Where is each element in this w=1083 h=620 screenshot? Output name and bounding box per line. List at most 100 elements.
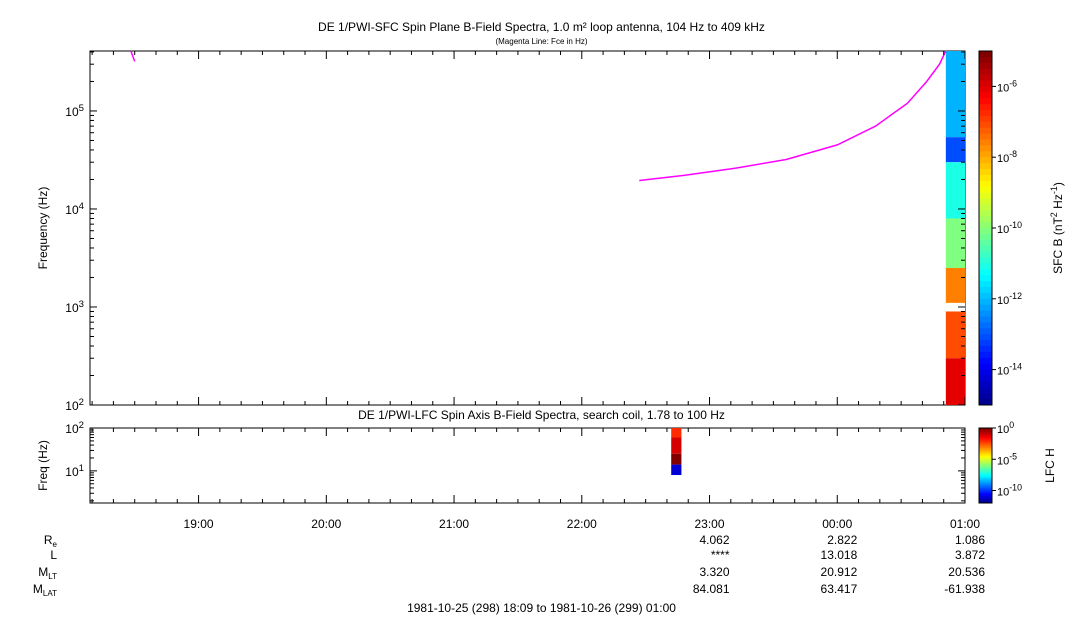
sfc-colorbar-swatch [979, 133, 992, 140]
sfc-colorbar-swatch [979, 381, 992, 388]
lfc-colorbar-swatch [979, 490, 992, 493]
y-axis-label: Frequency (Hz) [36, 187, 50, 270]
sfc-colorbar-swatch [979, 174, 992, 182]
sfc-colorbar-swatch [979, 145, 992, 152]
ephemeris-value: **** [711, 548, 730, 562]
lfc-colorbar-swatch [979, 436, 992, 439]
sfc-colorbar-swatch [979, 62, 992, 70]
ephemeris-value: 1.086 [955, 533, 985, 547]
sfc-colorbar-swatch [979, 228, 992, 235]
top-panel-title: DE 1/PWI-SFC Spin Plane B-Field Spectra,… [318, 20, 765, 34]
sfc-colorbar-swatch [979, 357, 992, 365]
lfc-colorbar-swatch [979, 468, 992, 470]
sfc-colorbar-swatch [979, 387, 992, 394]
sfc-colorbar-swatch [979, 216, 992, 223]
sfc-colorbar-swatch [979, 340, 992, 347]
x-tick-label: 19:00 [184, 517, 214, 531]
lfc-colorbar-swatch [979, 450, 992, 453]
lfc-colorbar-swatch [979, 494, 992, 496]
sfc-colorbar-swatch [979, 287, 992, 294]
ephemeris-row-label: Re [44, 533, 58, 549]
lfc-colorbar-swatch [979, 473, 992, 475]
lfc-colorbar-swatch [979, 474, 992, 476]
lfc-colorbar-swatch [979, 440, 992, 443]
sfc-colorbar-tick-label: 10-14 [997, 362, 1022, 378]
ephemeris-row-label: MLT [38, 565, 57, 581]
sfc-colorbar-swatch [979, 115, 992, 123]
lfc-colorbar-swatch [979, 433, 992, 435]
lfc-spectrogram-cell [671, 437, 682, 454]
sfc-colorbar-swatch [979, 322, 992, 329]
lfc-colorbar-swatch [979, 484, 992, 486]
sfc-colorbar-swatch [979, 275, 992, 282]
lfc-colorbar-swatch [979, 429, 992, 431]
lfc-colorbar-swatch [979, 456, 992, 459]
ephemeris-value: 84.081 [693, 582, 730, 596]
sfc-colorbar-swatch [979, 257, 992, 264]
sfc-colorbar-swatch [979, 74, 992, 81]
lfc-colorbar-swatch [979, 444, 992, 446]
lfc-colorbar-swatch [979, 498, 992, 500]
lfc-colorbar-swatch [979, 434, 992, 436]
sfc-colorbar-swatch [979, 233, 992, 241]
lfc-colorbar-swatch [979, 499, 992, 501]
lfc-colorbar-tick-label: 100 [997, 420, 1014, 436]
spectrogram-cell [945, 267, 965, 303]
sfc-colorbar-swatch [979, 251, 992, 258]
lfc-colorbar-swatch [979, 493, 992, 495]
ephemeris-value: 3.320 [699, 565, 729, 579]
sfc-colorbar-swatch [979, 180, 992, 188]
fce-line-segment2 [639, 50, 947, 182]
sfc-colorbar-swatch [979, 399, 992, 406]
lfc-colorbar-swatch [979, 438, 992, 440]
ephemeris-value: 20.536 [948, 565, 985, 579]
sfc-colorbar-swatch [979, 304, 992, 312]
sfc-colorbar-swatch [979, 157, 992, 164]
lfc-colorbar-swatch [979, 496, 992, 499]
sfc-colorbar-swatch [979, 92, 992, 99]
sfc-colorbar-swatch [979, 68, 992, 76]
ephemeris-value: 2.822 [827, 533, 857, 547]
lfc-colorbar-frame [978, 427, 993, 504]
ephemeris-value: 3.872 [955, 548, 985, 562]
lfc-y-tick-label: 102 [65, 420, 84, 436]
lfc-colorbar-swatch [979, 478, 992, 480]
sfc-colorbar-swatch [979, 192, 992, 199]
lfc-y-tick-label: 101 [65, 463, 84, 479]
sfc-colorbar-swatch [979, 263, 992, 270]
ephemeris-value: 20.912 [821, 565, 858, 579]
sfc-colorbar-swatch [979, 310, 992, 317]
sfc-colorbar-swatch [979, 393, 992, 400]
lfc-colorbar-swatch [979, 428, 992, 430]
sfc-colorbar-swatch [979, 104, 992, 111]
sfc-colorbar-swatch [979, 80, 992, 87]
lfc-colorbar-tick-label: 10-5 [997, 451, 1017, 467]
lfc-colorbar-swatch [979, 469, 992, 471]
sfc-colorbar-swatch [979, 334, 992, 341]
lfc-colorbar-swatch [979, 463, 992, 465]
bottom-panel-frame [89, 427, 966, 504]
spectrogram-cell [945, 51, 965, 138]
lfc-colorbar-swatch [979, 454, 992, 456]
sfc-colorbar-swatch [979, 86, 992, 93]
lfc-colorbar-swatch [979, 476, 992, 479]
lfc-spectrogram-cell [671, 464, 682, 476]
x-tick-label: 21:00 [439, 517, 469, 531]
sfc-colorbar-swatch [979, 346, 992, 353]
fce-line-segment1 [130, 50, 136, 62]
bottom-panel-title: DE 1/PWI-LFC Spin Axis B-Field Spectra, … [358, 408, 725, 422]
lfc-colorbar-swatch [979, 459, 992, 461]
x-tick-label: 22:00 [567, 517, 597, 531]
time-range-label: 1981-10-25 (298) 18:09 to 1981-10-26 (29… [407, 601, 676, 615]
sfc-colorbar-label: SFC B (nT2 Hz-1) [1049, 182, 1065, 274]
x-tick-label: 00:00 [822, 517, 852, 531]
sfc-colorbar-swatch [979, 239, 992, 247]
lfc-y-axis-label: Freq (Hz) [36, 440, 50, 491]
lfc-colorbar-swatch [979, 475, 992, 478]
lfc-colorbar-swatch [979, 449, 992, 451]
lfc-colorbar-swatch [979, 471, 992, 474]
sfc-colorbar-swatch [979, 127, 992, 135]
sfc-colorbar-swatch [979, 281, 992, 288]
sfc-colorbar-swatch [979, 292, 992, 300]
ephemeris-row-label: MLAT [33, 582, 57, 598]
